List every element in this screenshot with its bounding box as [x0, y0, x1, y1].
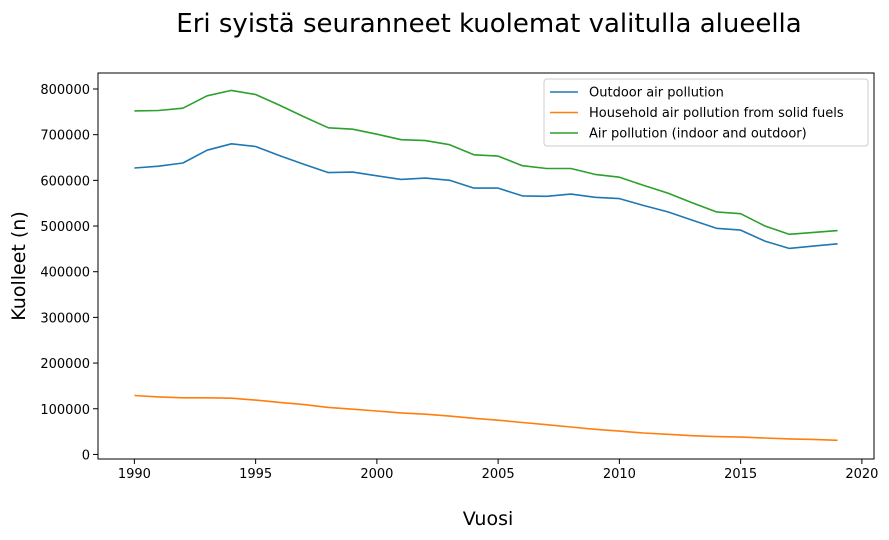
- legend-entry-3: Air pollution (indoor and outdoor): [589, 127, 807, 142]
- y-tick-label: 700000: [40, 129, 90, 144]
- x-tick-label: 2005: [482, 467, 515, 482]
- x-tick-label: 1995: [239, 467, 272, 482]
- y-axis-label: Kuolleet (n): [8, 211, 30, 320]
- axis-ticks: 1990 1995 2000 2005 2010 2015 2020 0 100000 20000…: [40, 83, 878, 482]
- legend-entry-2: Household air pollution from solid fuels: [589, 106, 844, 121]
- series-line-2: [134, 394, 838, 442]
- x-axis-label: Vuosi: [463, 508, 514, 530]
- legend-entry-1: Outdoor air pollution: [589, 86, 724, 101]
- y-tick-label: 400000: [40, 266, 90, 281]
- y-tick-label: 100000: [40, 403, 90, 418]
- series-line-1: [134, 143, 838, 250]
- y-tick-label: 800000: [40, 83, 90, 98]
- plot-frame: [97, 72, 875, 460]
- y-tick-label: 200000: [40, 357, 90, 372]
- y-tick-label: 300000: [40, 311, 90, 326]
- chart-title: Eri syistä seuranneet kuolemat valitulla…: [176, 9, 801, 39]
- x-tick-label: 2000: [360, 467, 393, 482]
- legend-box: [543, 78, 869, 147]
- y-tick-label: 0: [82, 448, 90, 463]
- legend: Outdoor air pollution Household air pollu…: [543, 78, 869, 147]
- x-tick-label: 1990: [118, 467, 151, 482]
- x-tick-label: 2015: [724, 467, 757, 482]
- data-lines: [134, 89, 838, 442]
- y-tick-label: 600000: [40, 174, 90, 189]
- x-tick-label: 2020: [845, 467, 878, 482]
- x-tick-label: 2010: [603, 467, 636, 482]
- series-line-3: [134, 89, 838, 236]
- y-tick-label: 500000: [40, 220, 90, 235]
